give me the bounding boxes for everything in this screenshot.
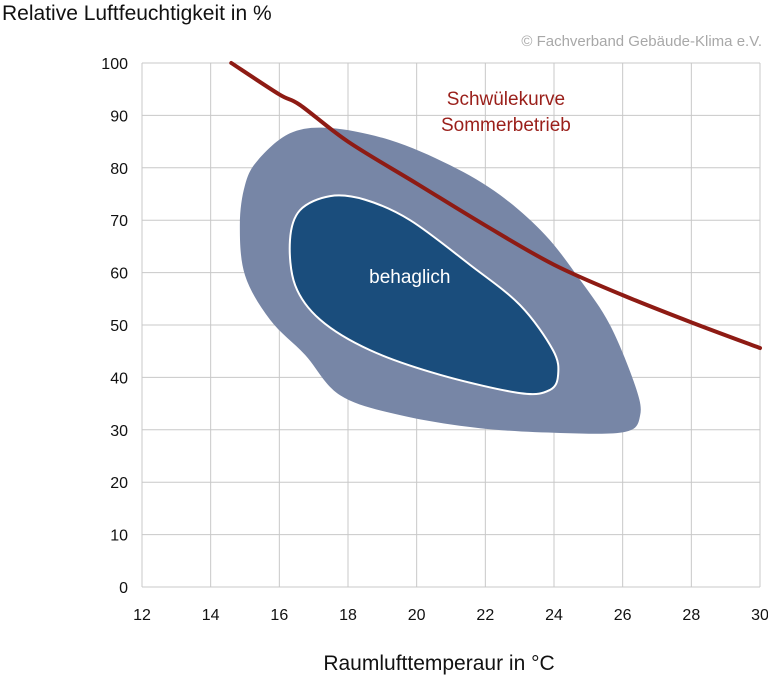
x-tick-label: 20: [408, 607, 426, 624]
y-tick-label: 90: [110, 108, 128, 125]
y-axis-label: Relative Luftfeuchtigkeit in %: [2, 2, 272, 25]
curve-label-line: Sommerbetrieb: [441, 115, 571, 136]
x-tick-label: 24: [545, 607, 563, 624]
y-tick-label: 20: [110, 475, 128, 492]
y-tick-label: 60: [110, 266, 128, 283]
y-tick-label: 100: [101, 56, 128, 73]
y-tick-label: 10: [110, 528, 128, 545]
x-tick-label: 28: [682, 607, 700, 624]
x-tick-label: 22: [476, 607, 494, 624]
inner-comfort-region: [288, 194, 560, 396]
curve-label-line: Schwülekurve: [447, 89, 565, 110]
y-tick-label: 70: [110, 213, 128, 230]
y-tick-label: 30: [110, 423, 128, 440]
x-tick-label: 14: [202, 607, 220, 624]
x-tick-label: 26: [614, 607, 632, 624]
x-axis-label: Raumlufttemperaur in °C: [323, 652, 555, 675]
y-tick-label: 80: [110, 161, 128, 178]
x-tick-label: 12: [133, 607, 151, 624]
y-tick-label: 50: [110, 318, 128, 335]
y-tick-label: 0: [119, 580, 128, 597]
region-label-behaglich: behaglich: [369, 267, 450, 288]
x-tick-label: 16: [270, 607, 288, 624]
x-tick-label: 30: [751, 607, 768, 624]
y-tick-label: 40: [110, 370, 128, 387]
x-tick-label: 18: [339, 607, 357, 624]
copyright-note: © Fachverband Gebäude-Klima e.V.: [521, 33, 762, 50]
schwuele-curve: [229, 61, 762, 351]
